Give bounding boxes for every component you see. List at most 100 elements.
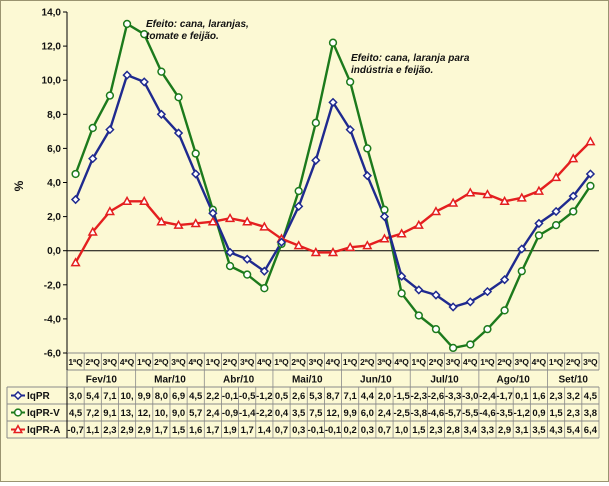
point-iqpr-v [483, 324, 492, 334]
month-label: Jun/10 [360, 375, 392, 386]
data-table: 1ªQ 2ªQ 3ªQ 4ªQ 1ªQ 2ªQ 3ªQ 4ªQ 1ªQ 2ªQ 3ªQ 4ªQ 1ªQ 2… [6, 352, 600, 439]
quarter-label: 4ªQ [120, 357, 135, 367]
month-label: Jul/10 [430, 375, 459, 386]
table-cell: 1,4 [258, 425, 272, 436]
point-iqpr [465, 297, 475, 307]
table-cell: 0,9 [532, 408, 545, 419]
table-cell: -3,0 [462, 391, 478, 402]
quarter-label: 1ªQ [274, 357, 289, 367]
quarter-label: 3ªQ [240, 357, 255, 367]
table-cell: -2,3 [411, 391, 427, 402]
quarter-label: 2ªQ [429, 357, 444, 367]
point-iqpr [122, 70, 132, 80]
table-cell: 2,6 [292, 391, 305, 402]
table-cell: 9,1 [103, 408, 117, 419]
point-iqpr [379, 211, 390, 222]
point-iqpr-v [105, 91, 115, 100]
table-cell: -5,7 [445, 408, 461, 419]
quarter-label: 3ªQ [446, 357, 461, 367]
table-cell: -3,3 [445, 391, 461, 402]
point-iqpr [551, 206, 561, 217]
point-iqpr-a [568, 153, 579, 163]
table-cell: 1,7 [241, 425, 254, 436]
table-cell: -1,4 [239, 408, 256, 419]
point-iqpr-v [346, 77, 355, 87]
y-tick-label: 8,0 [47, 110, 61, 121]
table-cell: 6,4 [584, 425, 598, 436]
point-iqpr-a [533, 185, 545, 195]
table-cell: -0,1 [308, 425, 325, 436]
point-iqpr-a [551, 172, 562, 182]
table-cell: 0,7 [275, 425, 288, 436]
point-iqpr-a [379, 233, 390, 243]
point-iqpr-v [311, 118, 320, 127]
series-line-iqpr-v [74, 22, 592, 350]
point-iqpr [294, 201, 304, 212]
month-label: Ago/10 [497, 375, 531, 386]
point-iqpr-v [569, 207, 578, 216]
table-cell: 7,1 [344, 391, 358, 402]
table-cell: -3,8 [411, 408, 427, 419]
table-cell: -3,5 [496, 408, 513, 419]
table-cell: -1,5 [393, 391, 410, 402]
y-tick-label: 4,0 [47, 178, 61, 189]
point-iqpr [482, 286, 493, 297]
quarter-label: 2ªQ [85, 357, 100, 367]
point-iqpr-v [191, 149, 200, 158]
table-cell: 5,7 [189, 408, 202, 419]
quarter-label: 4ªQ [394, 357, 409, 367]
point-iqpr-a [396, 228, 407, 238]
point-iqpr-a [465, 187, 476, 197]
table-cell: -2,5 [393, 408, 410, 419]
table-cell: 2,3 [567, 408, 580, 419]
table-cell: -0,7 [67, 425, 83, 436]
table-cell: 7,2 [86, 408, 99, 419]
point-iqpr [431, 290, 441, 300]
month-label: Abr/10 [223, 375, 255, 386]
point-iqpr-a [207, 216, 218, 226]
table-cell: 1,6 [189, 425, 202, 436]
point-iqpr-v [414, 311, 423, 320]
y-tick-label: 2,0 [47, 212, 61, 223]
point-iqpr [259, 266, 270, 276]
point-iqpr [242, 254, 252, 264]
quarter-label: 1ªQ [412, 357, 427, 367]
table-cell: 1,0 [395, 425, 408, 436]
quarter-label: 3ªQ [103, 357, 118, 367]
point-iqpr-v [294, 186, 303, 196]
table-cell: 3,5 [532, 425, 546, 436]
point-iqpr [414, 285, 424, 295]
table-cell: 3,2 [567, 391, 580, 402]
point-iqpr-v [586, 181, 595, 191]
table-cell: -2,6 [428, 391, 444, 402]
point-iqpr-v [448, 343, 458, 353]
point-iqpr [88, 153, 98, 164]
point-iqpr-a [156, 216, 167, 226]
point-iqpr [448, 302, 458, 312]
quarter-label: 4ªQ [257, 357, 272, 367]
table-cell: 10, [120, 391, 133, 402]
y-tick-label: 10,0 [42, 76, 62, 87]
table-cell: 2,4 [378, 408, 392, 419]
table-cell: 2,9 [138, 425, 151, 436]
point-iqpr [328, 97, 338, 108]
table-cell: 9,0 [172, 408, 185, 419]
table-cell: -2,2 [256, 408, 272, 419]
quarter-label: 4ªQ [188, 357, 203, 367]
series-layer [70, 19, 596, 353]
point-iqpr [225, 247, 235, 258]
point-iqpr [499, 275, 510, 285]
table-cell: -0,5 [239, 391, 256, 402]
table-cell: 2,9 [498, 425, 511, 436]
point-iqpr-v [122, 19, 132, 29]
y-tick-label: -6,0 [44, 349, 62, 360]
point-iqpr [276, 237, 287, 247]
point-iqpr [156, 109, 167, 119]
table-cell: 9,9 [344, 408, 357, 419]
table-cell: -1,7 [496, 391, 512, 402]
quarter-label: 2ªQ [291, 357, 306, 367]
point-iqpr-a [121, 195, 133, 206]
point-iqpr [568, 191, 578, 201]
axes: 14,0 12,0 10,0 8,0 6,0 4,0 2,0 0,0 -2,0 -4,0 -6,0% [12, 8, 599, 360]
